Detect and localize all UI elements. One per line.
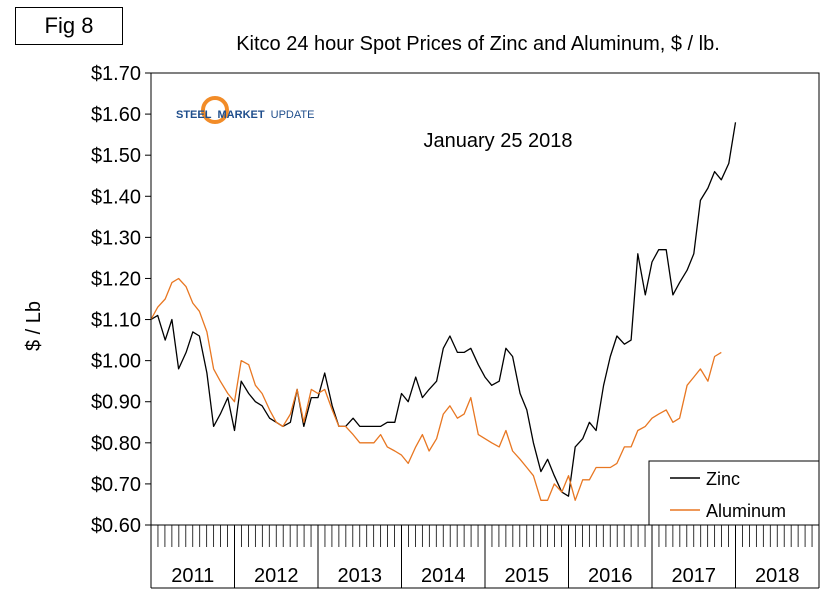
y-tick-label: $1.10 [91,310,141,332]
y-tick-label: $1.60 [91,104,141,126]
x-tick-label: 2017 [672,565,717,587]
y-tick-label: $1.20 [91,268,141,290]
logo-text: STEEL MARKET UPDATE [176,109,314,121]
chart-title: Kitco 24 hour Spot Prices of Zinc and Al… [236,33,720,55]
legend: Zinc Aluminum [648,460,820,526]
x-tick-label: 2012 [254,565,299,587]
y-tick-label: $1.40 [91,186,141,208]
legend-label-zinc: Zinc [706,469,740,489]
plot-area [150,72,820,526]
series-line-zinc [150,122,737,497]
date-annotation: January 25 2018 [423,130,572,152]
legend-box [648,460,820,526]
x-tick-label: 2013 [338,565,383,587]
x-tick-label: 2011 [171,565,214,587]
x-tick-label: 2016 [588,565,633,587]
y-axis-ticks: $0.60 $0.70 $0.80 $0.90 $1.00 $1.10 $1.20 $1.30… [91,63,151,537]
y-tick-label: $1.30 [91,227,141,249]
y-tick-label: $0.80 [91,433,141,455]
x-tick-label: 2014 [421,565,466,587]
figure-label-box: Fig 8 [15,7,123,45]
y-tick-label: $1.70 [91,63,141,85]
y-tick-label: $1.00 [91,351,141,373]
y-tick-label: $0.70 [91,474,141,496]
x-tick-label: 2015 [505,565,550,587]
y-axis-label: $ / Lb [23,301,45,351]
x-tick-label: 2018 [755,565,800,587]
series-layer [150,122,737,501]
x-axis: 2011 2012 2013 2014 2015 2016 2017 2018 [150,525,820,589]
figure-label: Fig 8 [44,13,94,38]
series-line-aluminum [150,277,722,501]
steel-market-update-logo: STEEL MARKET UPDATE [176,96,314,124]
y-tick-label: $0.60 [91,515,141,537]
y-tick-label: $0.90 [91,392,141,414]
logo-swirl [201,96,229,124]
legend-label-aluminum: Aluminum [706,501,786,521]
y-tick-label: $1.50 [91,145,141,167]
